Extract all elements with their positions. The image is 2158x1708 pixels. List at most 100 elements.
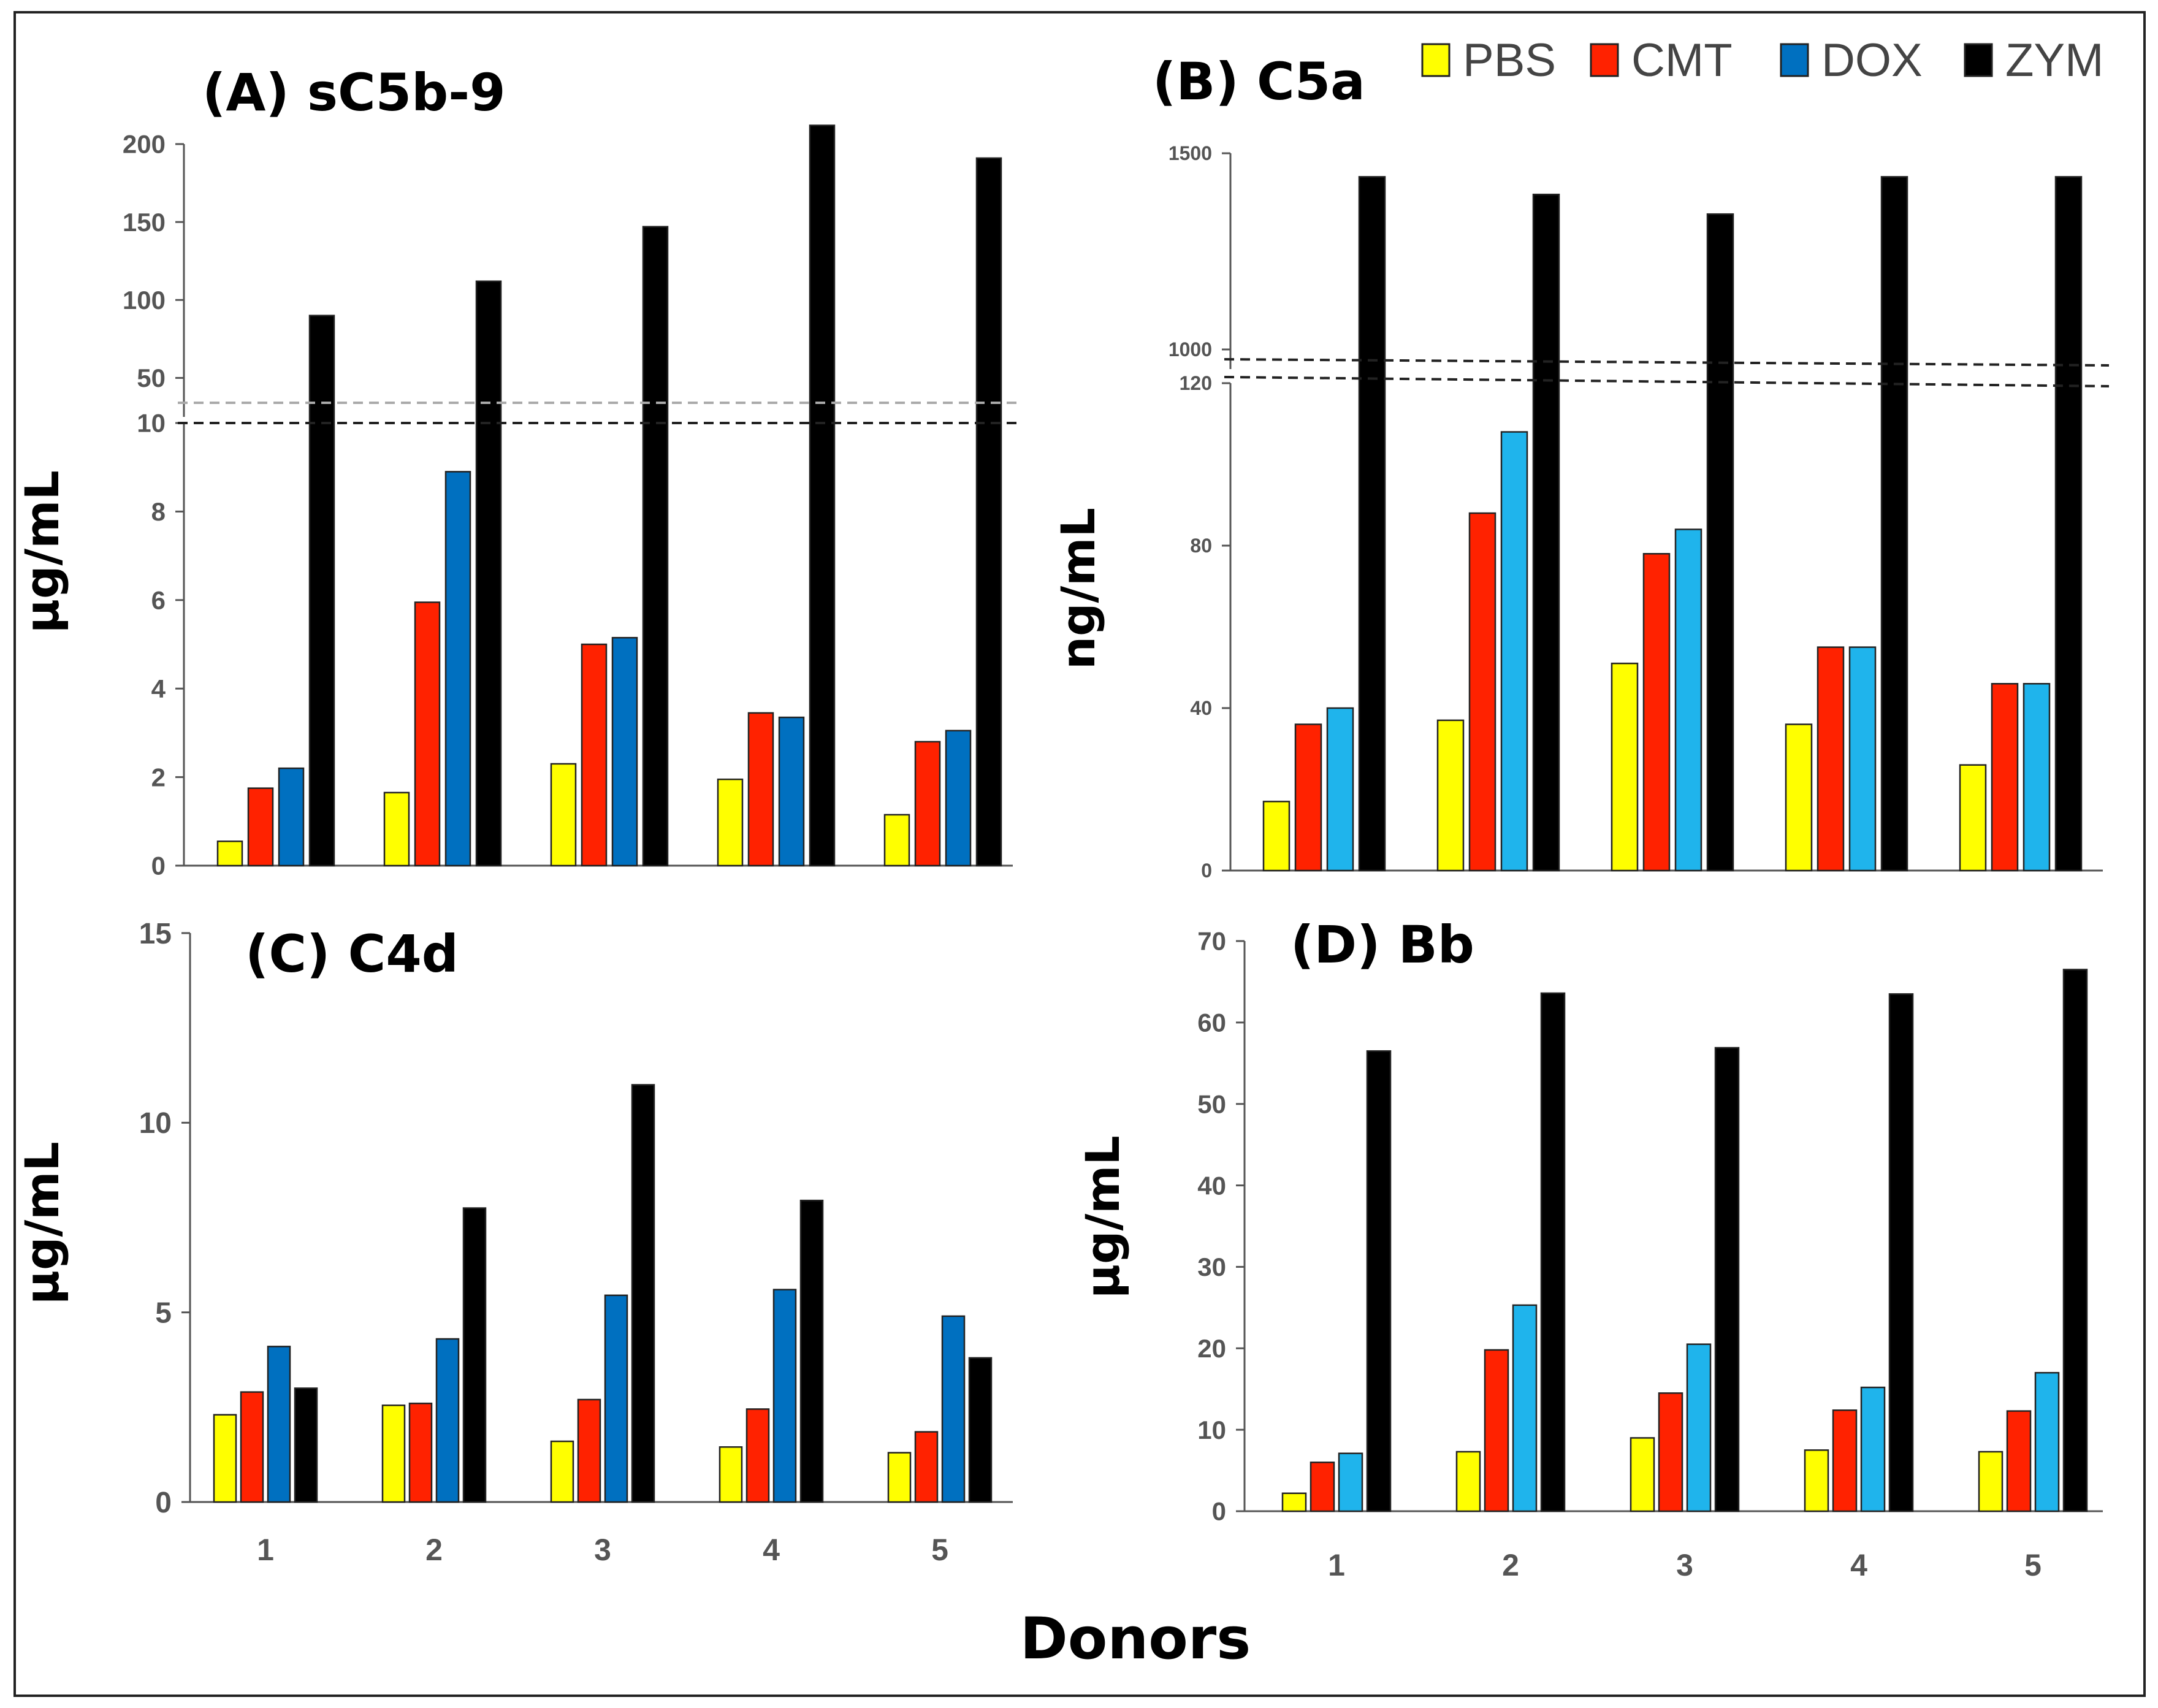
bar-cmt-donor-2 bbox=[414, 601, 441, 867]
bar-cmt-donor-1 bbox=[247, 787, 274, 867]
axis-break-line bbox=[1224, 376, 2110, 387]
y-tick-label: 70 bbox=[1197, 927, 1226, 956]
bar-pbs-donor-3 bbox=[1611, 662, 1639, 872]
bar-zym-donor-5 bbox=[975, 157, 1002, 867]
bar-zym-donor-4 bbox=[809, 124, 836, 867]
y-tick-label: 1500 bbox=[1169, 142, 1212, 164]
bar-zym-donor-1 bbox=[308, 315, 335, 867]
bar-zym-donor-4 bbox=[1888, 993, 1914, 1512]
bar-zym-donor-5 bbox=[2054, 176, 2083, 872]
x-tick-label: 1 bbox=[257, 1533, 274, 1567]
bar-zym-donor-3 bbox=[1706, 213, 1734, 872]
legend-swatch-zym bbox=[1964, 43, 1993, 77]
x-tick-label: 5 bbox=[2024, 1548, 2042, 1582]
bar-pbs-donor-2 bbox=[1455, 1451, 1481, 1512]
bar-cmt-donor-2 bbox=[1484, 1349, 1509, 1512]
panel-title: (A) sC5b-9 bbox=[202, 63, 506, 123]
y-axis-label: µg/mL bbox=[15, 470, 69, 633]
y-tick-label: 60 bbox=[1197, 1008, 1226, 1037]
panel-B: (B) C5a ng/mL 0 40 80 120 1000 1500 bbox=[1051, 51, 2110, 882]
bar-pbs-donor-3 bbox=[1630, 1437, 1655, 1512]
y-tick-label: 0 bbox=[155, 1487, 172, 1519]
bar-cmt-donor-3 bbox=[581, 643, 608, 867]
x-tick-label: 4 bbox=[763, 1533, 780, 1567]
bar-pbs-donor-4 bbox=[719, 1446, 743, 1503]
bar-zym-donor-2 bbox=[475, 280, 502, 867]
bar-zym-donor-4 bbox=[1880, 176, 1908, 872]
y-tick-label: 20 bbox=[1197, 1334, 1226, 1363]
y-tick-label: 40 bbox=[1197, 1171, 1226, 1200]
y-tick-label: 150 bbox=[123, 208, 166, 237]
legend-label-zym: ZYM bbox=[2005, 34, 2103, 86]
y-axis-label: µg/mL bbox=[1075, 1135, 1130, 1298]
bar-dox-donor-5 bbox=[945, 730, 972, 867]
x-tick-label: 5 bbox=[931, 1533, 948, 1567]
x-axis-label: Donors bbox=[1020, 1606, 1251, 1672]
bar-zym-donor-3 bbox=[642, 226, 669, 867]
x-tick-label: 4 bbox=[1850, 1548, 1867, 1582]
bar-pbs-donor-1 bbox=[1262, 801, 1291, 872]
y-tick-label: 5 bbox=[155, 1297, 172, 1329]
y-tick-label: 10 bbox=[139, 1107, 172, 1140]
bar-pbs-donor-5 bbox=[1978, 1451, 2004, 1512]
bar-dox-donor-3 bbox=[611, 636, 638, 867]
bar-dox-donor-4 bbox=[778, 716, 805, 867]
x-tick-label: 3 bbox=[1676, 1548, 1693, 1582]
bar-zym-donor-1 bbox=[294, 1387, 318, 1503]
bar-cmt-donor-3 bbox=[577, 1398, 601, 1503]
legend-label-cmt: CMT bbox=[1631, 34, 1733, 86]
y-tick-label: 0 bbox=[1212, 1497, 1226, 1526]
bar-pbs-donor-1 bbox=[1281, 1492, 1307, 1512]
y-tick-label: 80 bbox=[1190, 535, 1212, 557]
y-tick-label: 50 bbox=[137, 364, 166, 392]
panel-C: (C) C4d µg/mL 0 5 10 15 1 2 3 4 5 bbox=[15, 918, 1013, 1567]
bar-pbs-donor-4 bbox=[1785, 723, 1813, 872]
bar-dox-donor-4 bbox=[1848, 646, 1877, 872]
bar-zym-donor-3 bbox=[631, 1084, 655, 1503]
bar-cmt-donor-2 bbox=[408, 1402, 433, 1503]
bar-cmt-donor-1 bbox=[1310, 1462, 1335, 1512]
bar-cmt-donor-4 bbox=[745, 1408, 770, 1503]
panel-title: (B) C5a bbox=[1153, 51, 1365, 112]
x-tick-label: 1 bbox=[1328, 1548, 1345, 1582]
bar-cmt-donor-1 bbox=[240, 1391, 264, 1503]
x-tick-label: 2 bbox=[1502, 1548, 1519, 1582]
y-tick-label: 2 bbox=[151, 763, 166, 791]
panel-title: (D) Bb bbox=[1291, 915, 1474, 975]
y-tick-label: 1000 bbox=[1169, 338, 1212, 360]
bar-zym-donor-5 bbox=[968, 1357, 993, 1503]
y-axis-label: µg/mL bbox=[15, 1142, 69, 1305]
legend-label-pbs: PBS bbox=[1463, 34, 1556, 86]
bar-cmt-donor-5 bbox=[2006, 1410, 2032, 1512]
figure-frame bbox=[13, 11, 2146, 1697]
bar-pbs-donor-2 bbox=[1436, 719, 1465, 872]
bar-cmt-donor-4 bbox=[747, 712, 774, 867]
y-tick-label: 6 bbox=[151, 586, 166, 615]
bar-dox-donor-4 bbox=[772, 1289, 797, 1503]
bar-dox-donor-2 bbox=[1500, 431, 1528, 872]
bar-pbs-donor-3 bbox=[550, 1440, 574, 1503]
bar-pbs-donor-4 bbox=[1804, 1449, 1829, 1512]
y-tick-label: 10 bbox=[137, 409, 166, 438]
bar-pbs-donor-1 bbox=[213, 1414, 237, 1503]
bar-zym-donor-3 bbox=[1714, 1047, 1740, 1512]
bar-dox-donor-1 bbox=[1326, 707, 1354, 872]
y-tick-label: 200 bbox=[123, 130, 166, 159]
y-tick-label: 10 bbox=[1197, 1416, 1226, 1444]
bar-pbs-donor-1 bbox=[216, 841, 243, 867]
bar-pbs-donor-5 bbox=[883, 814, 910, 867]
y-tick-label: 0 bbox=[1201, 860, 1212, 882]
bar-dox-donor-4 bbox=[1860, 1386, 1886, 1512]
bar-dox-donor-3 bbox=[1674, 528, 1702, 872]
bar-cmt-donor-4 bbox=[1832, 1409, 1858, 1512]
y-tick-label: 8 bbox=[151, 497, 166, 526]
y-axis-label: ng/mL bbox=[1051, 508, 1105, 669]
bar-cmt-donor-5 bbox=[914, 1431, 939, 1503]
legend-label-dox: DOX bbox=[1821, 34, 1923, 86]
bar-dox-donor-2 bbox=[444, 471, 471, 867]
panel-title: (C) C4d bbox=[245, 924, 459, 984]
bar-pbs-donor-3 bbox=[550, 763, 577, 867]
legend-swatch-pbs bbox=[1421, 43, 1451, 77]
y-tick-label: 0 bbox=[151, 852, 166, 880]
y-tick-label: 4 bbox=[151, 674, 166, 703]
